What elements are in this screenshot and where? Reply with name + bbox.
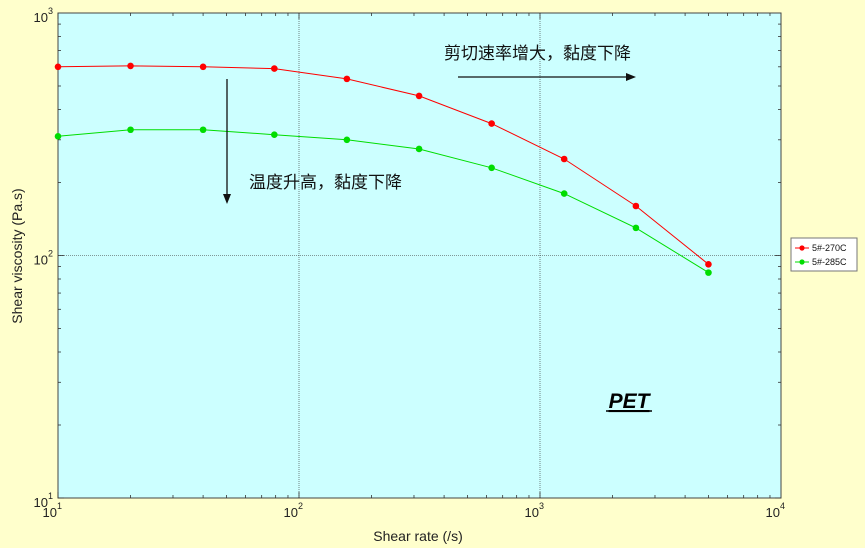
grid-lines [58, 13, 781, 498]
series-line-0 [57, 65, 709, 265]
data-point-0 [54, 63, 62, 71]
data-point-1 [560, 190, 568, 197]
annotation-temperature: 温度升高，黏度下降 [249, 173, 402, 193]
arrow-down-head [223, 194, 231, 204]
y-tick-exponent: 3 [48, 6, 53, 16]
data-point-1 [488, 164, 495, 172]
data-point-1 [54, 133, 62, 140]
data-point-0 [127, 62, 134, 70]
y-tick-label: 10 [34, 495, 48, 510]
data-point-0 [343, 75, 351, 83]
legend-marker-270 [799, 245, 805, 251]
data-point-0 [415, 92, 423, 100]
data-point-0 [705, 260, 712, 268]
y-tick-label: 10 [34, 253, 48, 268]
data-point-1 [415, 145, 423, 153]
x-tick-label: 10 [284, 505, 298, 520]
data-point-1 [127, 126, 134, 134]
annotation-shear-rate: 剪切速率增大，黏度下降 [444, 44, 631, 64]
legend-marker-285 [799, 259, 805, 265]
series-line-1 [57, 129, 709, 274]
data-point-1 [632, 224, 640, 232]
x-tick-label: 10 [43, 505, 57, 520]
y-tick-exponent: 1 [48, 491, 53, 501]
data-point-1 [343, 136, 351, 144]
data-point-0 [271, 65, 278, 72]
x-tick-label: 10 [525, 505, 539, 520]
y-tick-exponent: 2 [48, 249, 53, 259]
x-tick-labels: 10 1 10 2 10 3 10 4 [43, 501, 785, 520]
data-point-0 [632, 202, 640, 210]
y-tick-label: 10 [34, 10, 48, 25]
x-tick-exponent: 2 [298, 501, 303, 511]
legend-label-270: 5#-270C [812, 243, 847, 253]
series-layer [54, 62, 712, 276]
data-point-1 [199, 126, 207, 134]
data-point-0 [199, 63, 207, 71]
arrow-right-head [626, 73, 636, 81]
x-tick-label: 10 [766, 505, 780, 520]
data-point-0 [560, 155, 568, 163]
x-tick-exponent: 4 [780, 501, 785, 511]
legend-box [790, 237, 858, 272]
x-tick-exponent: 1 [57, 501, 62, 511]
y-axis-label: Shear viscosity (Pa.s) [9, 188, 25, 323]
legend: 5#-270C 5#-285C [790, 237, 858, 272]
x-tick-exponent: 3 [539, 501, 544, 511]
data-point-1 [271, 131, 278, 138]
material-label: PET [609, 390, 652, 413]
data-point-1 [705, 269, 712, 276]
legend-label-285: 5#-285C [812, 257, 847, 267]
data-point-0 [488, 120, 495, 127]
x-axis-label: Shear rate (/s) [373, 528, 462, 544]
axis-ticks [57, 13, 781, 499]
